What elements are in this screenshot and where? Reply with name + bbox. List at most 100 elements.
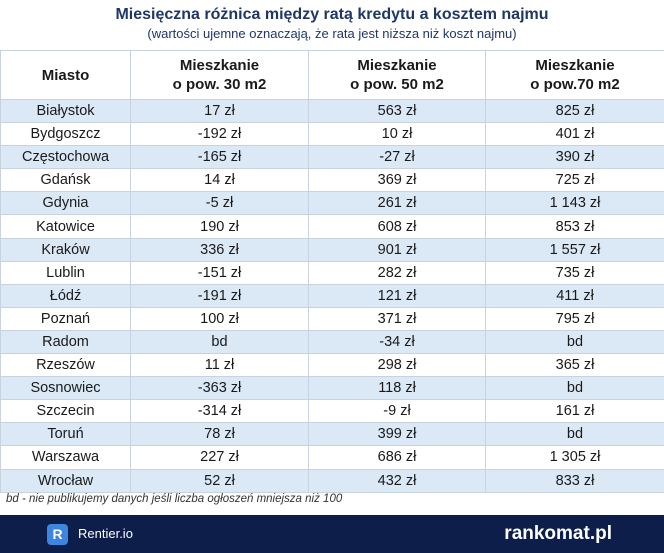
value-cell: -27 zł (308, 145, 486, 170)
table-row: Katowice 190 zł 608 zł 853 zł (0, 214, 664, 239)
value-cell: 371 zł (308, 306, 486, 331)
city-cell: Łódź (0, 283, 131, 308)
column-header-line: Mieszkanie (535, 57, 615, 74)
value-cell: 118 zł (308, 376, 486, 401)
column-header-line: Mieszkanie (179, 57, 260, 74)
city-cell: Szczecin (0, 399, 131, 424)
value-cell: 10 zł (308, 122, 486, 147)
value-cell: 1 557 zł (485, 237, 664, 262)
value-cell: 725 zł (485, 168, 664, 193)
value-cell: 282 zł (308, 260, 486, 285)
value-cell: 11 zł (130, 353, 309, 378)
value-cell: -151 zł (130, 260, 309, 285)
city-cell: Białystok (0, 98, 131, 124)
footnote: bd - nie publikujemy danych jeśli liczba… (6, 493, 343, 505)
table-row: Szczecin -314 zł -9 zł 161 zł (0, 399, 664, 424)
city-cell: Warszawa (0, 445, 131, 470)
value-cell: 1 143 zł (485, 191, 664, 216)
value-cell: 298 zł (308, 353, 486, 378)
value-cell: 401 zł (485, 122, 664, 147)
city-cell: Poznań (0, 306, 131, 331)
value-cell: -314 zł (130, 399, 309, 424)
subtitle: (wartości ujemne oznaczają, że rata jest… (147, 26, 517, 41)
value-cell: -363 zł (130, 376, 309, 401)
table-row: Sosnowiec -363 zł 118 zł bd (0, 376, 664, 401)
city-cell: Wrocław (0, 468, 131, 493)
value-cell: 399 zł (308, 422, 486, 447)
city-cell: Radom (0, 329, 131, 355)
value-cell: 369 zł (308, 168, 486, 193)
value-cell: 853 zł (485, 214, 664, 239)
header-row: Miasto Mieszkanie o pow. 30 m2 Mieszkanie o … (0, 50, 664, 100)
value-cell: 227 zł (130, 445, 309, 470)
city-cell: Lublin (0, 260, 131, 285)
table-row: Poznań 100 zł 371 zł 795 zł (0, 306, 664, 331)
value-cell: 686 zł (308, 445, 486, 470)
table-row: Białystok 17 zł 563 zł 825 zł (0, 98, 664, 124)
city-cell: Częstochowa (0, 145, 131, 170)
brand-right: rankomat.pl (504, 523, 612, 544)
value-cell: -191 zł (130, 283, 309, 308)
value-cell: -192 zł (130, 122, 309, 147)
city-cell: Bydgoszcz (0, 122, 131, 147)
city-cell: Sosnowiec (0, 376, 131, 401)
city-cell: Gdańsk (0, 168, 131, 193)
table-row: Radom bd -34 zł bd (0, 329, 664, 355)
table-row: Częstochowa -165 zł -27 zł 390 zł (0, 145, 664, 170)
table-row: Rzeszów 11 zł 298 zł 365 zł (0, 353, 664, 378)
column-header-line: o pow. 50 m2 (350, 76, 444, 93)
value-cell: 17 zł (130, 98, 309, 124)
value-cell: 1 305 zł (485, 445, 664, 470)
value-cell: 336 zł (130, 237, 309, 262)
value-cell: 390 zł (485, 145, 664, 170)
value-cell: 161 zł (485, 399, 664, 424)
value-cell: 411 zł (485, 283, 664, 308)
brand-left: Rentier.io (78, 526, 133, 541)
value-cell: 261 zł (308, 191, 486, 216)
column-header-line: o pow.70 m2 (530, 76, 620, 93)
value-cell: 608 zł (308, 214, 486, 239)
table-row: Gdynia -5 zł 261 zł 1 143 zł (0, 191, 664, 216)
title: Miesięczna różnica między ratą kredytu a… (115, 6, 549, 23)
table-row: Łódź -191 zł 121 zł 411 zł (0, 283, 664, 308)
value-cell: 190 zł (130, 214, 309, 239)
city-cell: Kraków (0, 237, 131, 262)
value-cell: -34 zł (308, 329, 486, 355)
column-header: Mieszkanie o pow. 30 m2 (130, 50, 309, 100)
table: Miasto Mieszkanie o pow. 30 m2 Mieszkanie o … (0, 50, 664, 493)
column-header: Miasto (0, 50, 131, 100)
value-cell: 795 zł (485, 306, 664, 331)
value-cell: 365 zł (485, 353, 664, 378)
value-cell: bd (485, 422, 664, 447)
city-cell: Rzeszów (0, 353, 131, 378)
city-cell: Gdynia (0, 191, 131, 216)
city-cell: Toruń (0, 422, 131, 447)
column-header-line: Miasto (41, 66, 90, 84)
value-cell: 432 zł (308, 468, 486, 493)
value-cell: 78 zł (130, 422, 309, 447)
column-header: Mieszkanie o pow.70 m2 (485, 50, 664, 100)
value-cell: 735 zł (485, 260, 664, 285)
table-row: Lublin -151 zł 282 zł 735 zł (0, 260, 664, 285)
table-row: Bydgoszcz -192 zł 10 zł 401 zł (0, 122, 664, 147)
value-cell: -165 zł (130, 145, 309, 170)
table-row: Wrocław 52 zł 432 zł 833 zł (0, 468, 664, 493)
value-cell: 901 zł (308, 237, 486, 262)
value-cell: 563 zł (308, 98, 486, 124)
table-row: Warszawa 227 zł 686 zł 1 305 zł (0, 445, 664, 470)
footer: R Rentier.io rankomat.pl (0, 515, 664, 553)
value-cell: 121 zł (308, 283, 486, 308)
column-header-line: o pow. 30 m2 (172, 76, 267, 93)
logo-icon: R (47, 524, 68, 545)
value-cell: 825 zł (485, 98, 664, 124)
value-cell: -5 zł (130, 191, 309, 216)
value-cell: bd (130, 329, 309, 355)
table-body: Białystok 17 zł 563 zł 825 zł Bydgoszcz -192 … (0, 98, 664, 493)
column-header-line: Mieszkanie (357, 57, 437, 74)
value-cell: 100 zł (130, 306, 309, 331)
table-row: Kraków 336 zł 901 zł 1 557 zł (0, 237, 664, 262)
value-cell: bd (485, 376, 664, 401)
value-cell: 52 zł (130, 468, 309, 493)
value-cell: 14 zł (130, 168, 309, 193)
